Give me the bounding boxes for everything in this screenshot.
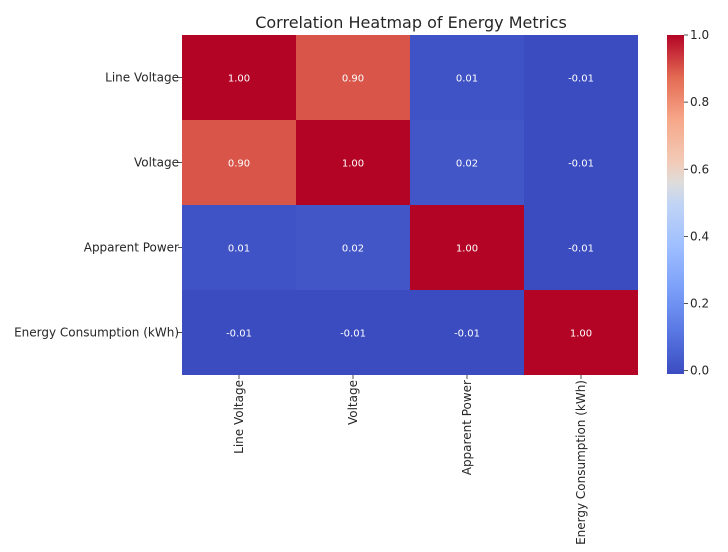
row-labels: Line Voltage Voltage Apparent Power Energy … <box>14 71 182 340</box>
heatmap-cell <box>182 205 296 290</box>
heatmap-cell <box>182 290 296 375</box>
heatmap-cell <box>410 120 524 205</box>
heatmap-cells: 1.00 0.90 0.01 -0.01 0.90 1.00 0.02 -0.01 0.01 0.… <box>182 35 638 375</box>
colorbar-tick-label: 0.4 <box>690 229 709 243</box>
heatmap-cell <box>524 120 638 205</box>
colorbar-tick-label: 1.0 <box>690 28 709 42</box>
colorbar-tick-label: 0.2 <box>690 297 709 311</box>
heatmap-cell <box>524 290 638 375</box>
x-tick-label: Voltage <box>346 380 360 425</box>
heatmap-cell <box>182 120 296 205</box>
cell-value-label: 0.01 <box>456 74 478 85</box>
heatmap-cell <box>296 290 410 375</box>
cell-value-label: -0.01 <box>568 244 594 255</box>
cell-value-label: 0.90 <box>228 159 250 170</box>
cell-value-label: 1.00 <box>228 74 250 85</box>
heatmap-cell <box>296 120 410 205</box>
cell-value-label: -0.01 <box>568 74 594 85</box>
cell-value-label: -0.01 <box>226 329 252 340</box>
y-tick-label: Energy Consumption (kWh) <box>14 326 179 340</box>
heatmap-cell <box>182 35 296 120</box>
cell-value-label: 0.90 <box>342 74 364 85</box>
heatmap-cell <box>410 290 524 375</box>
colorbar-tick-label: 0.8 <box>690 95 709 109</box>
heatmap-cell <box>296 35 410 120</box>
heatmap-cell <box>410 35 524 120</box>
chart-title: Correlation Heatmap of Energy Metrics <box>255 13 567 32</box>
column-labels: Line Voltage Voltage Apparent Power Energy … <box>232 375 588 545</box>
cell-value-label: -0.01 <box>568 159 594 170</box>
heatmap-cell <box>524 205 638 290</box>
colorbar-gradient <box>667 35 684 374</box>
heatmap-cell <box>524 35 638 120</box>
colorbar-tick-label: 0.0 <box>690 364 709 378</box>
y-tick-label: Voltage <box>134 156 179 170</box>
cell-value-label: 1.00 <box>456 244 478 255</box>
colorbar-tick-label: 0.6 <box>690 162 709 176</box>
colorbar: 0.0 0.2 0.4 0.6 0.8 1.0 <box>667 28 709 378</box>
cell-value-label: 0.02 <box>456 159 478 170</box>
x-tick-label: Energy Consumption (kWh) <box>574 380 588 545</box>
y-tick-label: Line Voltage <box>105 71 179 85</box>
cell-value-label: 1.00 <box>570 329 592 340</box>
x-tick-label: Apparent Power <box>460 380 474 475</box>
x-tick-label: Line Voltage <box>232 380 246 454</box>
heatmap-cell <box>296 205 410 290</box>
cell-value-label: -0.01 <box>454 329 480 340</box>
heatmap-cell <box>410 205 524 290</box>
cell-value-label: -0.01 <box>340 329 366 340</box>
y-tick-label: Apparent Power <box>84 241 179 255</box>
cell-value-label: 1.00 <box>342 159 364 170</box>
cell-value-label: 0.01 <box>228 244 250 255</box>
cell-value-label: 0.02 <box>342 244 364 255</box>
